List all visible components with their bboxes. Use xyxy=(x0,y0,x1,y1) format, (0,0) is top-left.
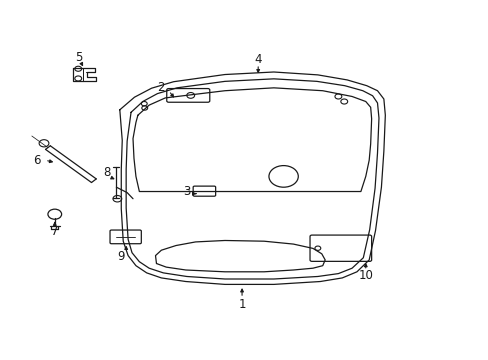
Text: 10: 10 xyxy=(358,269,372,282)
FancyBboxPatch shape xyxy=(309,235,371,261)
Text: 1: 1 xyxy=(238,298,245,311)
Text: 9: 9 xyxy=(117,250,125,263)
Text: 4: 4 xyxy=(254,53,262,66)
Text: 8: 8 xyxy=(102,166,110,179)
Text: 3: 3 xyxy=(183,185,190,198)
Text: 6: 6 xyxy=(33,154,41,167)
Text: 2: 2 xyxy=(156,81,164,94)
Text: 5: 5 xyxy=(75,51,83,64)
Text: 7: 7 xyxy=(51,225,59,238)
FancyBboxPatch shape xyxy=(166,89,209,102)
FancyBboxPatch shape xyxy=(110,230,141,244)
FancyBboxPatch shape xyxy=(193,186,215,196)
